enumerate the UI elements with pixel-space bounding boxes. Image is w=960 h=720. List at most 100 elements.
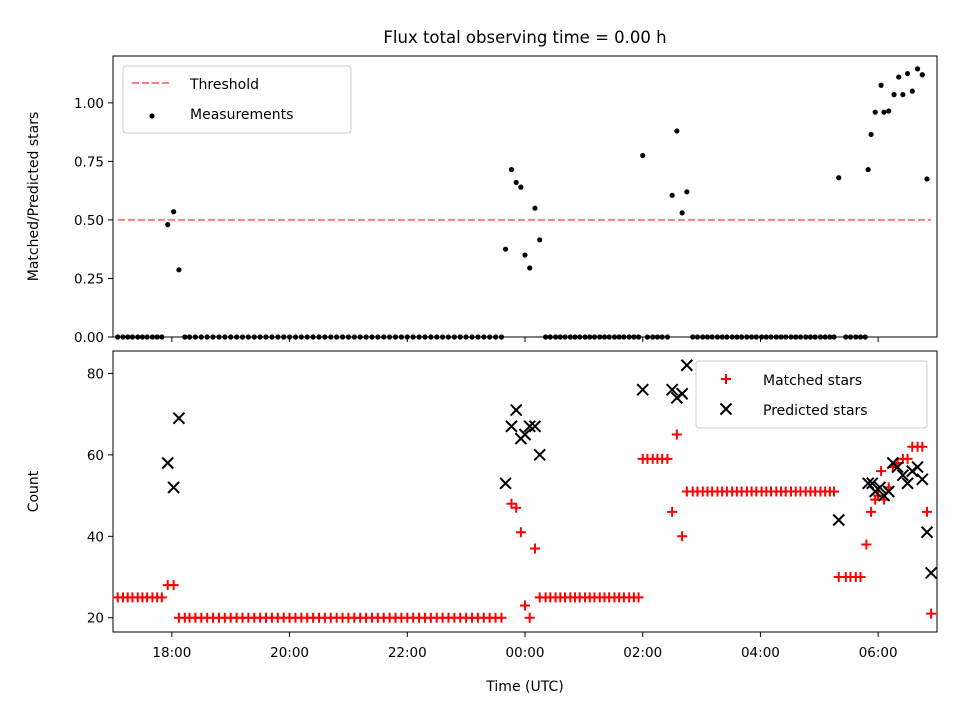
- predicted-star-point: [523, 420, 536, 433]
- measurement-point: [664, 334, 671, 340]
- measurement-point: [709, 334, 715, 340]
- measurement-point: [738, 334, 745, 340]
- measurement-point: [719, 334, 725, 340]
- measurement-point: [891, 92, 897, 98]
- measurement-point: [139, 334, 146, 340]
- matched-star-point: [662, 453, 673, 464]
- measurement-point: [275, 334, 281, 340]
- measurement-point: [562, 334, 568, 340]
- predicted-star-point: [505, 420, 518, 433]
- top-ytick-label: 1.00: [74, 96, 104, 112]
- measurement-point: [387, 334, 393, 340]
- measurement-point: [547, 334, 553, 340]
- measurement-point: [228, 334, 234, 340]
- bottom-ytick-label: 80: [87, 366, 104, 382]
- predicted-star-point: [518, 428, 532, 441]
- predicted-star-point: [509, 403, 523, 417]
- measurement-point: [868, 131, 874, 138]
- predicted-star-point: [528, 420, 542, 433]
- bottom-ytick-label: 60: [87, 448, 104, 464]
- measurement-point: [704, 334, 711, 340]
- measurement-point: [410, 334, 416, 340]
- measurement-point: [831, 334, 837, 340]
- measurement-point: [135, 334, 141, 340]
- measurement-point: [481, 334, 487, 340]
- measurement-point: [886, 108, 892, 114]
- matched-star-point: [855, 572, 866, 583]
- measurement-point: [527, 265, 533, 271]
- measurement-point: [843, 334, 849, 340]
- measurement-point: [186, 334, 193, 340]
- measurement-point: [369, 334, 375, 340]
- measurement-point: [192, 334, 198, 340]
- measurement-point: [626, 334, 632, 340]
- measurement-point: [513, 179, 519, 186]
- legend-predicted-label: Predicted stars: [763, 403, 868, 419]
- measurement-point: [914, 66, 921, 72]
- predicted-star-point: [891, 460, 904, 474]
- predicted-star-point: [499, 477, 512, 490]
- predicted-star-point: [832, 513, 845, 527]
- measurement-point: [616, 334, 622, 340]
- matched-star-point: [168, 580, 179, 591]
- bottom-ytick-label: 40: [87, 529, 104, 545]
- measurement-point: [263, 334, 269, 340]
- measurement-point: [422, 334, 428, 340]
- bottom-legend-box: [695, 360, 928, 429]
- figure-title: Flux total observing time = 0.00 h: [383, 28, 666, 47]
- matched-star-point: [902, 453, 913, 464]
- measurement-point: [339, 334, 346, 340]
- measurement-point: [807, 334, 814, 340]
- measurement-point: [817, 334, 824, 340]
- measurement-point: [553, 334, 559, 340]
- measurement-point: [669, 192, 675, 198]
- measurement-point: [773, 334, 779, 340]
- measurement-point: [567, 334, 573, 340]
- matched-star-point: [917, 441, 928, 452]
- measurement-point: [659, 334, 665, 340]
- predicted-star-point: [866, 477, 879, 490]
- matched-star-point: [496, 612, 507, 623]
- measurement-point: [674, 128, 680, 134]
- measurement-point: [357, 334, 363, 340]
- measurement-point: [469, 334, 475, 340]
- measurement-point: [847, 334, 854, 340]
- measurement-point: [878, 82, 884, 88]
- xtick-label: 04:00: [741, 645, 780, 661]
- measurement-point: [457, 334, 463, 340]
- measurement-point: [650, 334, 656, 340]
- measurement-point: [316, 334, 322, 340]
- matched-star-point: [524, 612, 535, 623]
- measurement-point: [904, 70, 911, 77]
- matched-star-point: [530, 543, 541, 554]
- measurement-point: [900, 92, 906, 98]
- measurement-point: [896, 74, 902, 80]
- matched-star-point: [511, 502, 522, 513]
- measurement-point: [857, 334, 864, 340]
- predicted-star-point: [873, 481, 887, 494]
- measurement-point: [700, 334, 706, 340]
- measurement-point: [434, 334, 440, 340]
- measurement-point: [176, 267, 182, 273]
- matched-star-point: [926, 608, 937, 619]
- measurement-point: [171, 209, 177, 215]
- measurement-point: [793, 334, 799, 340]
- measurement-point: [502, 246, 509, 252]
- measurement-point: [640, 152, 646, 159]
- measurement-point: [159, 334, 165, 340]
- bottom-legend: Matched stars Predicted stars: [695, 360, 928, 429]
- measurement-point: [788, 334, 794, 340]
- legend-measurements-swatch: [149, 113, 155, 119]
- legend-matched-swatch: [721, 374, 731, 384]
- predicted-star-point: [882, 485, 895, 498]
- measurement-point: [919, 72, 925, 78]
- top-ytick-label: 0.50: [74, 213, 104, 229]
- measurement-point: [216, 334, 222, 340]
- measurement-point: [428, 334, 434, 340]
- legend-matched-label: Matched stars: [763, 373, 862, 389]
- measurement-point: [381, 334, 387, 340]
- measurement-point: [582, 334, 588, 340]
- top-ytick-label: 0.25: [74, 271, 104, 287]
- measurement-point: [803, 334, 809, 340]
- xtick-label: 06:00: [859, 645, 898, 661]
